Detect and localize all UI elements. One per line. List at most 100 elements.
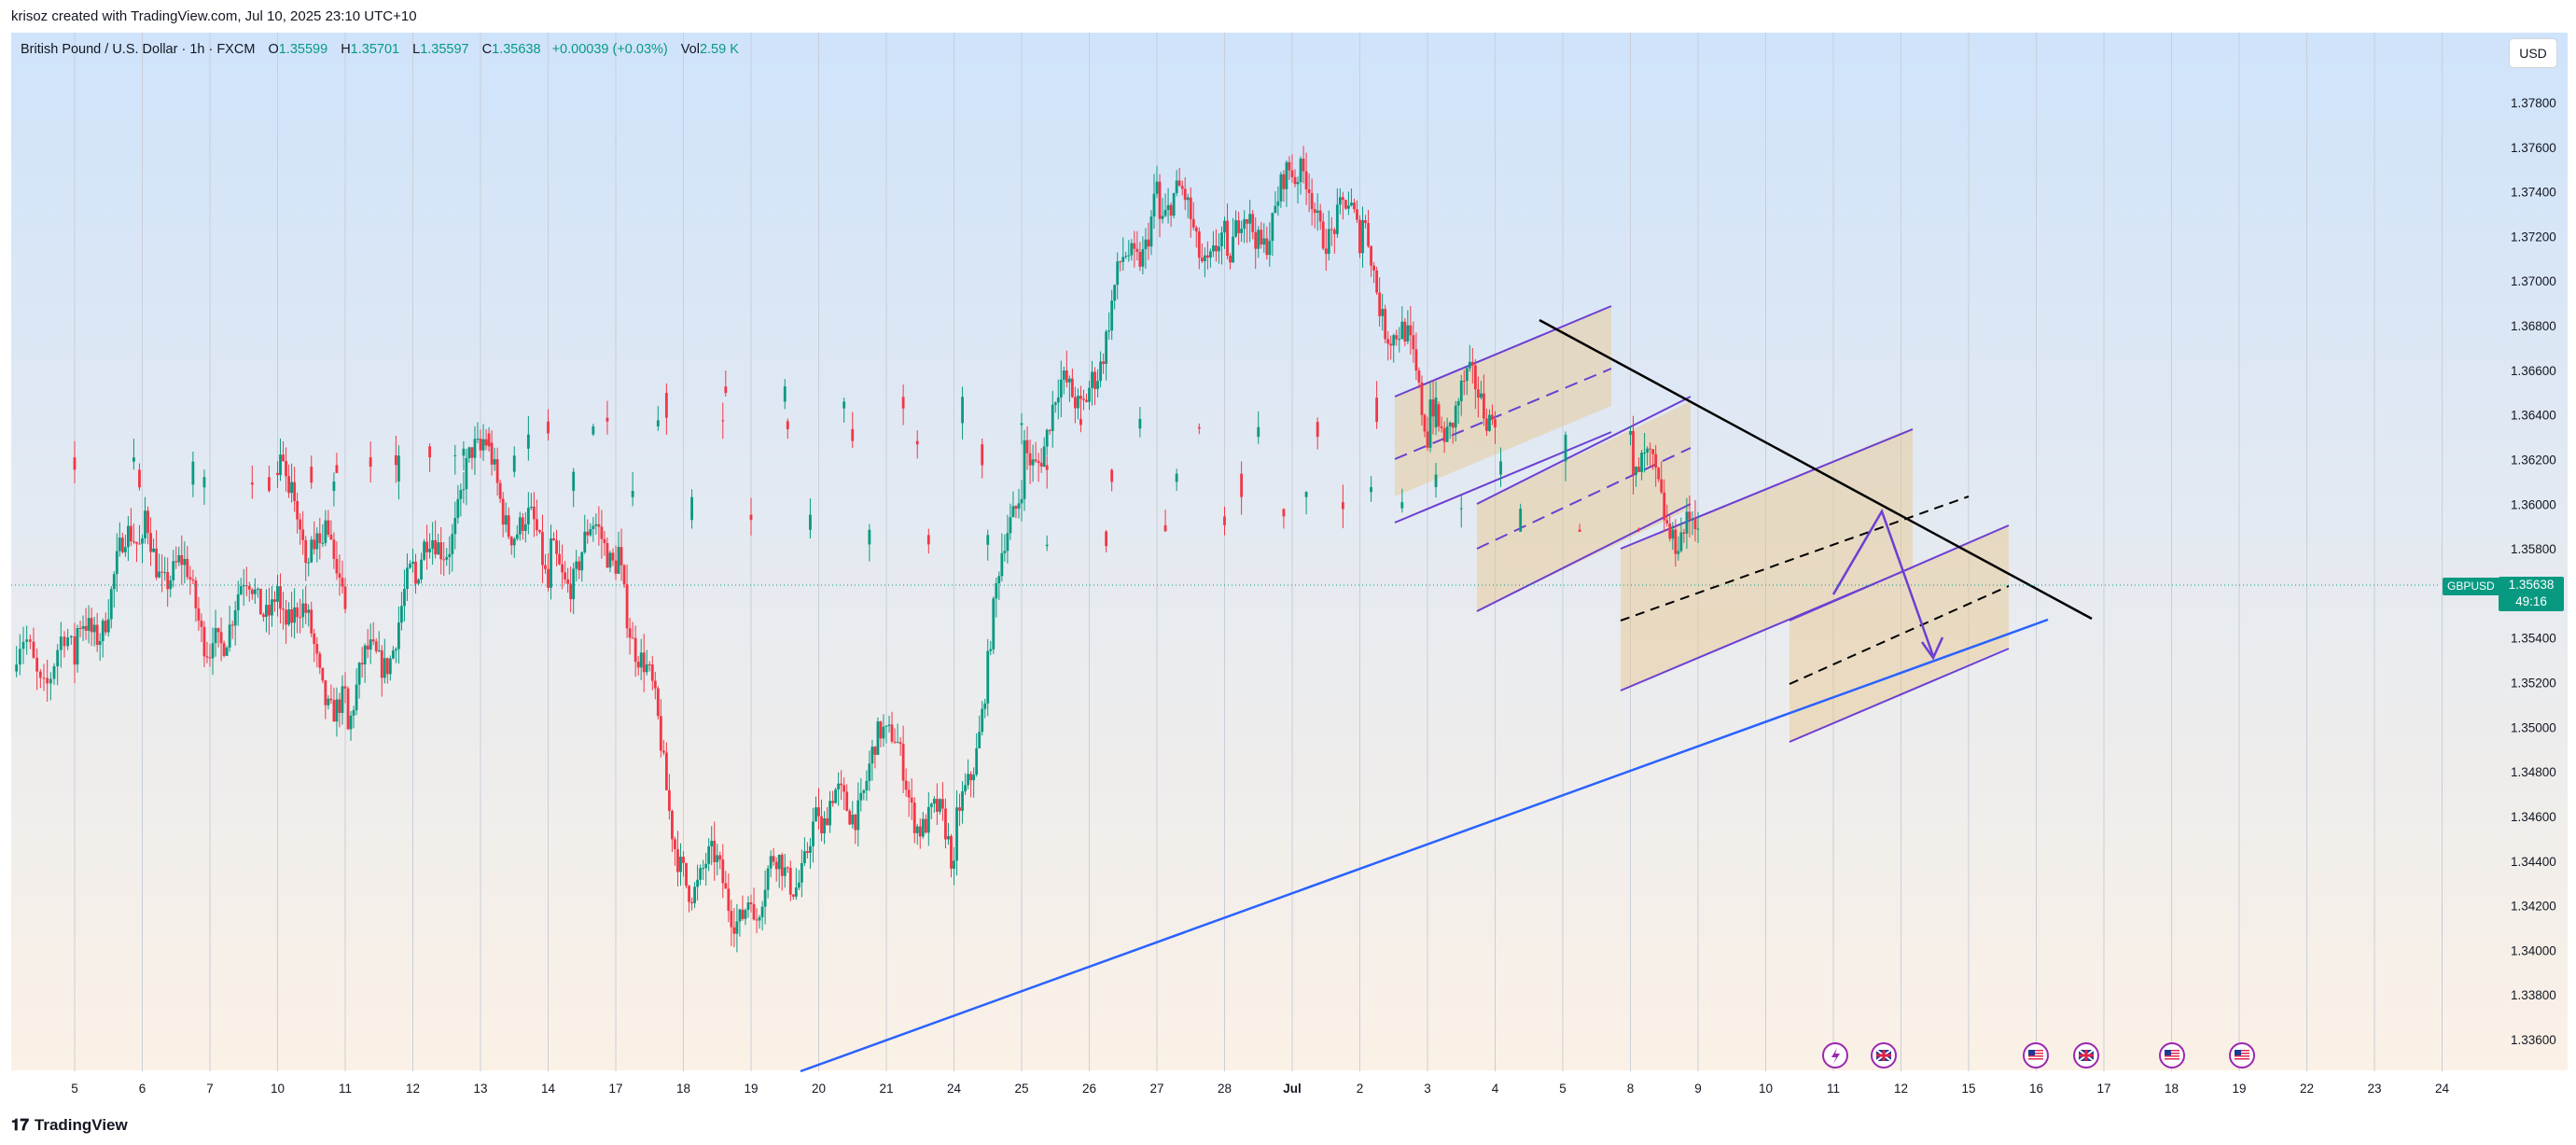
candle-body: [1149, 216, 1153, 247]
candle-body: [631, 637, 634, 639]
candle-body: [310, 467, 313, 483]
candle-body: [112, 574, 116, 590]
candle-body: [1649, 448, 1652, 450]
candle-body: [341, 686, 344, 714]
candle-body: [490, 442, 494, 465]
time-tick-label: 25: [1014, 1082, 1028, 1096]
tradingview-logo[interactable]: 𝟏𝟕 TradingView: [11, 1116, 128, 1135]
candle-body: [453, 518, 457, 535]
candle-body: [1519, 509, 1523, 532]
uk-flag-icon[interactable]: [2073, 1042, 2099, 1068]
candle-body: [558, 553, 561, 565]
candle-body: [645, 663, 648, 673]
candle-body: [92, 624, 96, 633]
currency-button[interactable]: USD: [2509, 38, 2557, 68]
candle-body: [98, 640, 102, 646]
candle-body: [369, 639, 372, 650]
candle-body: [332, 700, 336, 722]
candle-body: [242, 585, 245, 587]
candle-body: [1350, 202, 1353, 206]
candle-body: [642, 652, 646, 673]
candle-body: [1316, 422, 1319, 438]
candle-body: [81, 625, 85, 629]
time-tick-label: 5: [71, 1082, 78, 1096]
candle-body: [1194, 227, 1198, 232]
candle-body: [704, 863, 708, 869]
candle-body: [327, 520, 330, 535]
candle-body: [1646, 448, 1650, 454]
price-tick-label: 1.37200: [2511, 230, 2556, 244]
time-tick-label: 22: [2300, 1082, 2314, 1096]
candle-body: [901, 397, 905, 409]
channel-3-mid: [1620, 496, 1970, 621]
candle-body: [555, 539, 558, 554]
candle-body: [180, 554, 184, 566]
candle-body: [1321, 221, 1325, 249]
candle-body: [265, 605, 268, 618]
uk-flag-icon[interactable]: [1871, 1042, 1897, 1068]
candle-body: [84, 625, 88, 631]
candle-body: [583, 531, 587, 552]
candle-body: [1056, 398, 1060, 403]
candle-body: [335, 558, 339, 574]
us-flag-icon[interactable]: [2159, 1042, 2185, 1068]
candle-body: [1197, 426, 1201, 429]
candle-body: [1158, 181, 1162, 219]
candle-body: [332, 539, 336, 559]
candle-body: [346, 688, 350, 730]
candle-body: [282, 608, 285, 610]
candle-body: [321, 667, 325, 681]
plot-background: [11, 33, 2568, 1070]
candle-body: [512, 455, 516, 472]
candle-body: [1316, 210, 1319, 214]
candle-body: [239, 586, 243, 594]
candle-body: [1293, 176, 1297, 185]
candle-body: [329, 698, 333, 701]
candle-body: [676, 848, 679, 873]
candle-body: [1285, 161, 1288, 189]
candle-body: [115, 551, 118, 575]
candle-body: [1183, 189, 1187, 201]
candle-body: [1009, 517, 1012, 534]
candle-body: [1073, 397, 1077, 409]
candle-body: [1268, 241, 1272, 256]
candle-body: [592, 525, 595, 530]
candle-body: [118, 538, 121, 552]
candle-body: [884, 725, 888, 727]
candle-body: [290, 482, 294, 494]
candle-body: [550, 538, 552, 588]
channel-2-lower: [1476, 503, 1692, 612]
candle-body: [1302, 159, 1305, 172]
candle-body: [876, 721, 880, 755]
us-flag-icon[interactable]: [2229, 1042, 2255, 1068]
candle-body: [972, 775, 976, 781]
candle-body: [688, 886, 690, 902]
candle-body: [831, 801, 835, 803]
candle-body: [1282, 509, 1286, 517]
candle-body: [898, 742, 902, 744]
candle-body: [1381, 309, 1385, 316]
candle-body: [307, 562, 311, 564]
candle-body: [1237, 220, 1241, 233]
channel-1-lower: [1394, 431, 1612, 524]
candle-body: [144, 510, 146, 538]
candle-body: [1003, 551, 1007, 553]
candle-body: [738, 909, 742, 922]
candle-body: [1102, 361, 1106, 365]
time-tick-label: 17: [2096, 1082, 2110, 1096]
candle-body: [394, 649, 397, 651]
channel-box-4: [1789, 524, 2009, 742]
time-tick-label: 11: [1827, 1082, 1840, 1096]
candle-body: [1113, 285, 1117, 301]
candle-body: [800, 863, 803, 883]
event-markers[interactable]: [1822, 1042, 2255, 1068]
lightning-icon[interactable]: [1822, 1042, 1848, 1068]
candle-body: [724, 386, 728, 394]
resistance-trendline: [1539, 318, 2093, 621]
candle-body: [924, 818, 927, 833]
us-flag-icon[interactable]: [2023, 1042, 2049, 1068]
candle-body: [837, 783, 841, 790]
candle-body: [1127, 255, 1131, 257]
candle-body: [856, 800, 860, 831]
